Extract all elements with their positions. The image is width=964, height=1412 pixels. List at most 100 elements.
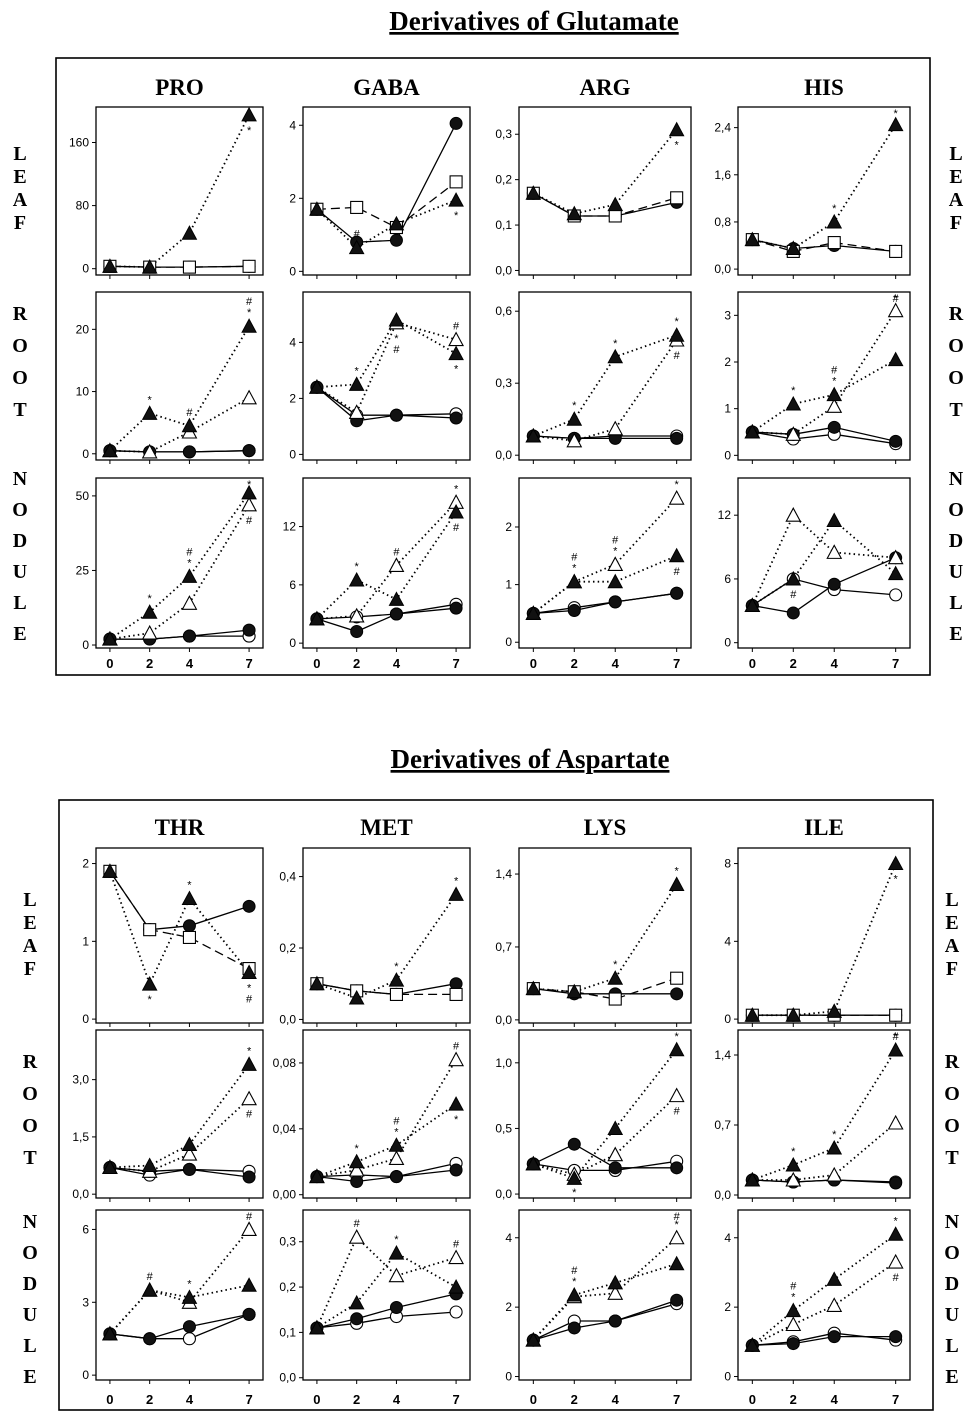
y-tick-label: 4	[724, 934, 731, 948]
x-tick-label: 2	[353, 1392, 360, 1407]
panel-gaba-0-2: 0 6 12 0 2 4 7 * # * #	[283, 477, 471, 671]
significance-mark: *	[675, 1031, 680, 1043]
data-point-open-square	[350, 200, 364, 214]
data-point-filled-triangle	[241, 1277, 257, 1292]
x-tick-label: 4	[393, 1392, 401, 1407]
significance-mark: *	[148, 394, 153, 406]
row-label-letter: U	[23, 1304, 37, 1326]
data-point-open-square	[182, 930, 196, 944]
panel-his-0-0: 0,0 0,8 1,6 2,4 * *	[714, 106, 911, 279]
significance-mark: *	[832, 376, 837, 388]
data-point-filled-triangle	[525, 427, 542, 443]
row-label-letter: N	[945, 1211, 960, 1233]
row-label-letter: N	[949, 468, 964, 490]
row-label-letter: O	[22, 1115, 38, 1137]
significance-mark: *	[355, 365, 360, 377]
data-point-open-triangle	[785, 426, 802, 441]
data-point-filled-triangle	[448, 1279, 464, 1294]
significance-mark: *	[454, 483, 459, 495]
row-label-letter: U	[13, 561, 27, 583]
series-line-open-circle	[316, 1311, 457, 1329]
data-point-filled-triangle	[525, 980, 542, 996]
data-point-filled-triangle	[309, 975, 325, 991]
row-label-letter: O	[948, 499, 964, 521]
y-tick-label: 3	[724, 308, 731, 322]
data-point-open-square	[389, 987, 403, 1001]
significance-mark: #	[186, 546, 193, 558]
data-point-open-square	[608, 992, 622, 1006]
data-point-filled-triangle	[525, 1332, 542, 1347]
row-label-letter: E	[945, 912, 958, 934]
series-line-open-triangle	[532, 497, 678, 615]
data-point-filled-triangle	[309, 379, 325, 394]
data-point-filled-triangle	[744, 1337, 761, 1352]
significance-mark: #	[453, 522, 460, 534]
y-tick-label: 3,0	[72, 1073, 89, 1087]
data-point-filled-circle	[670, 1293, 684, 1307]
x-tick-label: 7	[673, 1392, 680, 1407]
significance-mark: *	[454, 364, 459, 376]
significance-mark: *	[894, 108, 899, 120]
data-point-filled-triangle	[388, 972, 405, 987]
data-point-filled-triangle	[348, 1153, 365, 1169]
series-line-open-triangle	[533, 339, 678, 442]
x-tick-label: 2	[571, 656, 578, 671]
y-tick-label: 1,0	[495, 1056, 512, 1070]
data-point-filled-triangle	[102, 1325, 118, 1341]
panel-pro-0-0: 0 80 160 *	[69, 106, 264, 279]
y-tick-label: 1,4	[714, 1048, 731, 1062]
significance-mark: *	[894, 1215, 899, 1227]
panel-frame	[518, 106, 692, 276]
x-tick-label: 7	[245, 1392, 252, 1407]
y-tick-label: 0,1	[279, 1325, 296, 1339]
data-point-open-square	[143, 923, 157, 937]
row-label-letter: U	[945, 1304, 959, 1326]
x-tick-label: 2	[571, 1392, 578, 1407]
y-tick-label: 0,0	[495, 1013, 512, 1027]
series-line-open-triangle	[316, 1059, 457, 1178]
data-point-open-circle	[449, 1305, 463, 1319]
data-point-filled-triangle	[241, 106, 257, 122]
significance-mark: *	[613, 338, 618, 350]
data-point-open-triangle	[181, 595, 198, 610]
x-tick-label: 7	[245, 656, 252, 671]
data-point-open-triangle	[826, 1297, 843, 1312]
data-point-filled-triangle	[388, 1245, 405, 1260]
data-point-filled-triangle	[448, 886, 464, 901]
data-point-filled-triangle	[826, 1271, 843, 1286]
y-tick-label: 0	[724, 1370, 731, 1384]
row-label-letter: D	[13, 530, 27, 552]
row-label-letter: R	[945, 1051, 960, 1073]
x-tick-label: 2	[790, 1392, 797, 1407]
row-label-letter: A	[23, 935, 38, 957]
x-tick-label: 0	[749, 656, 756, 671]
x-tick-label: 2	[146, 1392, 153, 1407]
significance-mark: *	[675, 1219, 680, 1231]
row-label-letter: L	[23, 889, 36, 911]
x-tick-label: 0	[106, 1392, 113, 1407]
data-point-open-triangle	[668, 490, 685, 505]
significance-mark: #	[674, 350, 681, 362]
data-point-filled-triangle	[388, 311, 405, 327]
data-point-filled-triangle	[181, 1136, 198, 1152]
series-line-filled-circle	[533, 1299, 677, 1341]
data-point-filled-circle	[567, 604, 581, 618]
row-label-letter: O	[12, 335, 28, 357]
data-point-filled-triangle	[348, 376, 365, 391]
data-point-filled-circle	[350, 1175, 364, 1189]
row-label-letter: L	[13, 592, 26, 614]
data-point-open-triangle	[887, 1114, 904, 1130]
column-title-lys: LYS	[584, 815, 627, 840]
data-point-filled-circle	[827, 420, 841, 434]
row-label-letter: T	[13, 399, 27, 421]
significance-mark: #	[790, 589, 797, 601]
data-point-filled-triangle	[826, 1003, 843, 1018]
data-point-filled-triangle	[181, 890, 198, 906]
significance-mark: *	[572, 563, 577, 575]
panel-his-0-2: 0 6 12 0 2 4 7 #	[718, 477, 911, 671]
data-point-open-triangle	[607, 1146, 624, 1162]
panel-frame	[302, 106, 471, 276]
row-label-letter: T	[949, 399, 963, 421]
